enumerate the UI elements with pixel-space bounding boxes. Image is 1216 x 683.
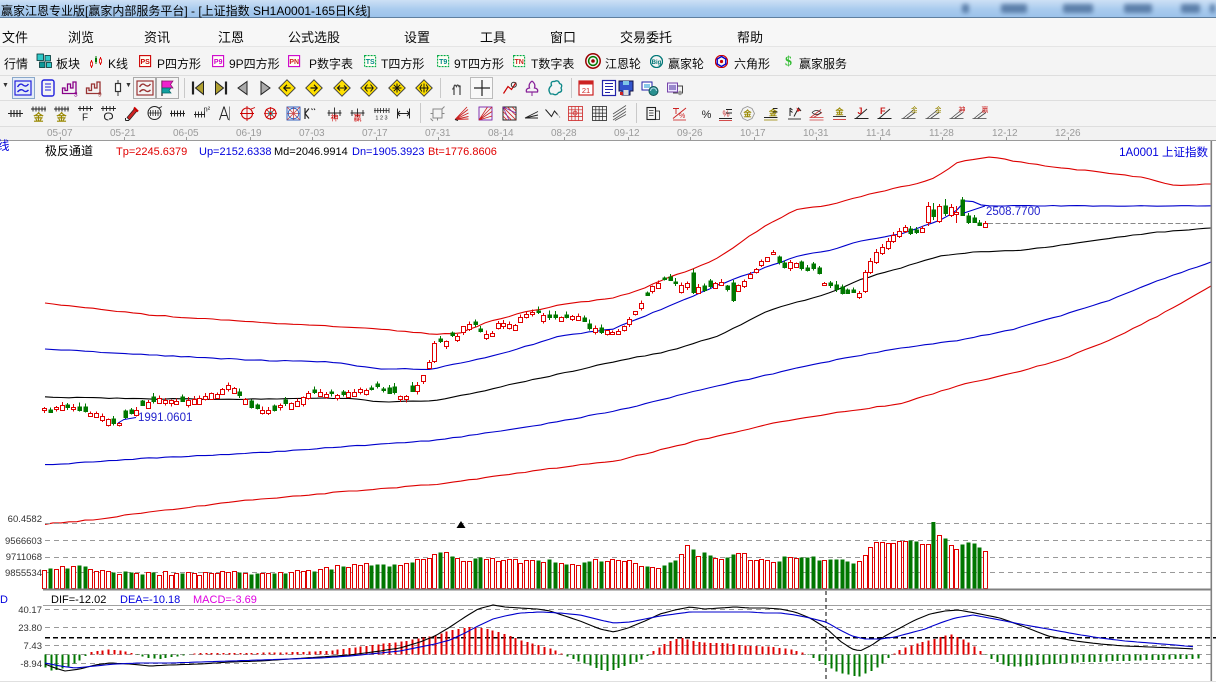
svg-text:%: % — [679, 113, 685, 120]
svg-text:1 2 3: 1 2 3 — [375, 116, 387, 122]
svg-text:金: 金 — [768, 108, 778, 118]
svg-text:T9: T9 — [439, 59, 447, 66]
svg-text:%: % — [702, 109, 712, 121]
svg-text:F: F — [82, 113, 88, 123]
svg-text:Big: Big — [652, 60, 662, 66]
svg-text:TN: TN — [515, 59, 524, 66]
svg-text:神: 神 — [959, 105, 966, 114]
svg-text:金: 金 — [56, 111, 68, 122]
svg-text:9711068: 9711068 — [6, 552, 42, 563]
svg-text:MACD=-3.69: MACD=-3.69 — [193, 594, 257, 606]
svg-text:23.80: 23.80 — [18, 623, 42, 634]
svg-text:DIF=-12.02: DIF=-12.02 — [51, 594, 106, 606]
svg-text:Tp=2245.6379: Tp=2245.6379 — [116, 146, 187, 158]
svg-text:1991.0601: 1991.0601 — [138, 412, 192, 424]
svg-text:2508.7700: 2508.7700 — [986, 206, 1040, 218]
svg-text:F: F — [880, 106, 886, 116]
svg-text:7.43: 7.43 — [24, 641, 43, 652]
svg-text:9855534: 9855534 — [5, 568, 42, 579]
svg-text:J: J — [858, 106, 863, 116]
svg-text:9: 9 — [98, 92, 102, 98]
svg-text:40.17: 40.17 — [18, 605, 42, 616]
svg-text:3: 3 — [74, 92, 78, 98]
svg-text:%: % — [723, 110, 730, 119]
svg-text:TS: TS — [366, 59, 375, 66]
svg-text:神: 神 — [331, 113, 339, 123]
svg-text:赢: 赢 — [982, 105, 989, 114]
svg-text:D: D — [0, 594, 8, 606]
svg-text:60.4582: 60.4582 — [8, 514, 42, 525]
svg-text:$: $ — [785, 55, 792, 70]
svg-text:1A0001 上证指数: 1A0001 上证指数 — [1119, 145, 1208, 159]
svg-text:Up=2152.6338: Up=2152.6338 — [199, 146, 271, 158]
svg-text:21: 21 — [582, 86, 590, 95]
svg-text:金: 金 — [743, 109, 753, 119]
svg-text:Md=2046.9914: Md=2046.9914 — [274, 146, 348, 158]
svg-text:P9: P9 — [214, 59, 223, 66]
svg-text:n²: n² — [204, 105, 211, 114]
svg-text:9566603: 9566603 — [5, 536, 42, 547]
svg-text:极反通道: 极反通道 — [45, 144, 93, 158]
svg-text:Bt=1776.8606: Bt=1776.8606 — [428, 146, 497, 158]
svg-text:PN: PN — [289, 59, 299, 66]
svg-text:金: 金 — [935, 105, 941, 114]
svg-text:金: 金 — [911, 105, 917, 114]
svg-text:赢: 赢 — [354, 113, 362, 123]
svg-text:PS: PS — [141, 59, 151, 66]
svg-text:金: 金 — [33, 111, 45, 122]
svg-text:-8.94: -8.94 — [20, 659, 42, 670]
svg-text:金: 金 — [835, 107, 845, 117]
svg-text:DEA=-10.18: DEA=-10.18 — [120, 594, 180, 606]
svg-text:Dn=1905.3923: Dn=1905.3923 — [352, 146, 424, 158]
